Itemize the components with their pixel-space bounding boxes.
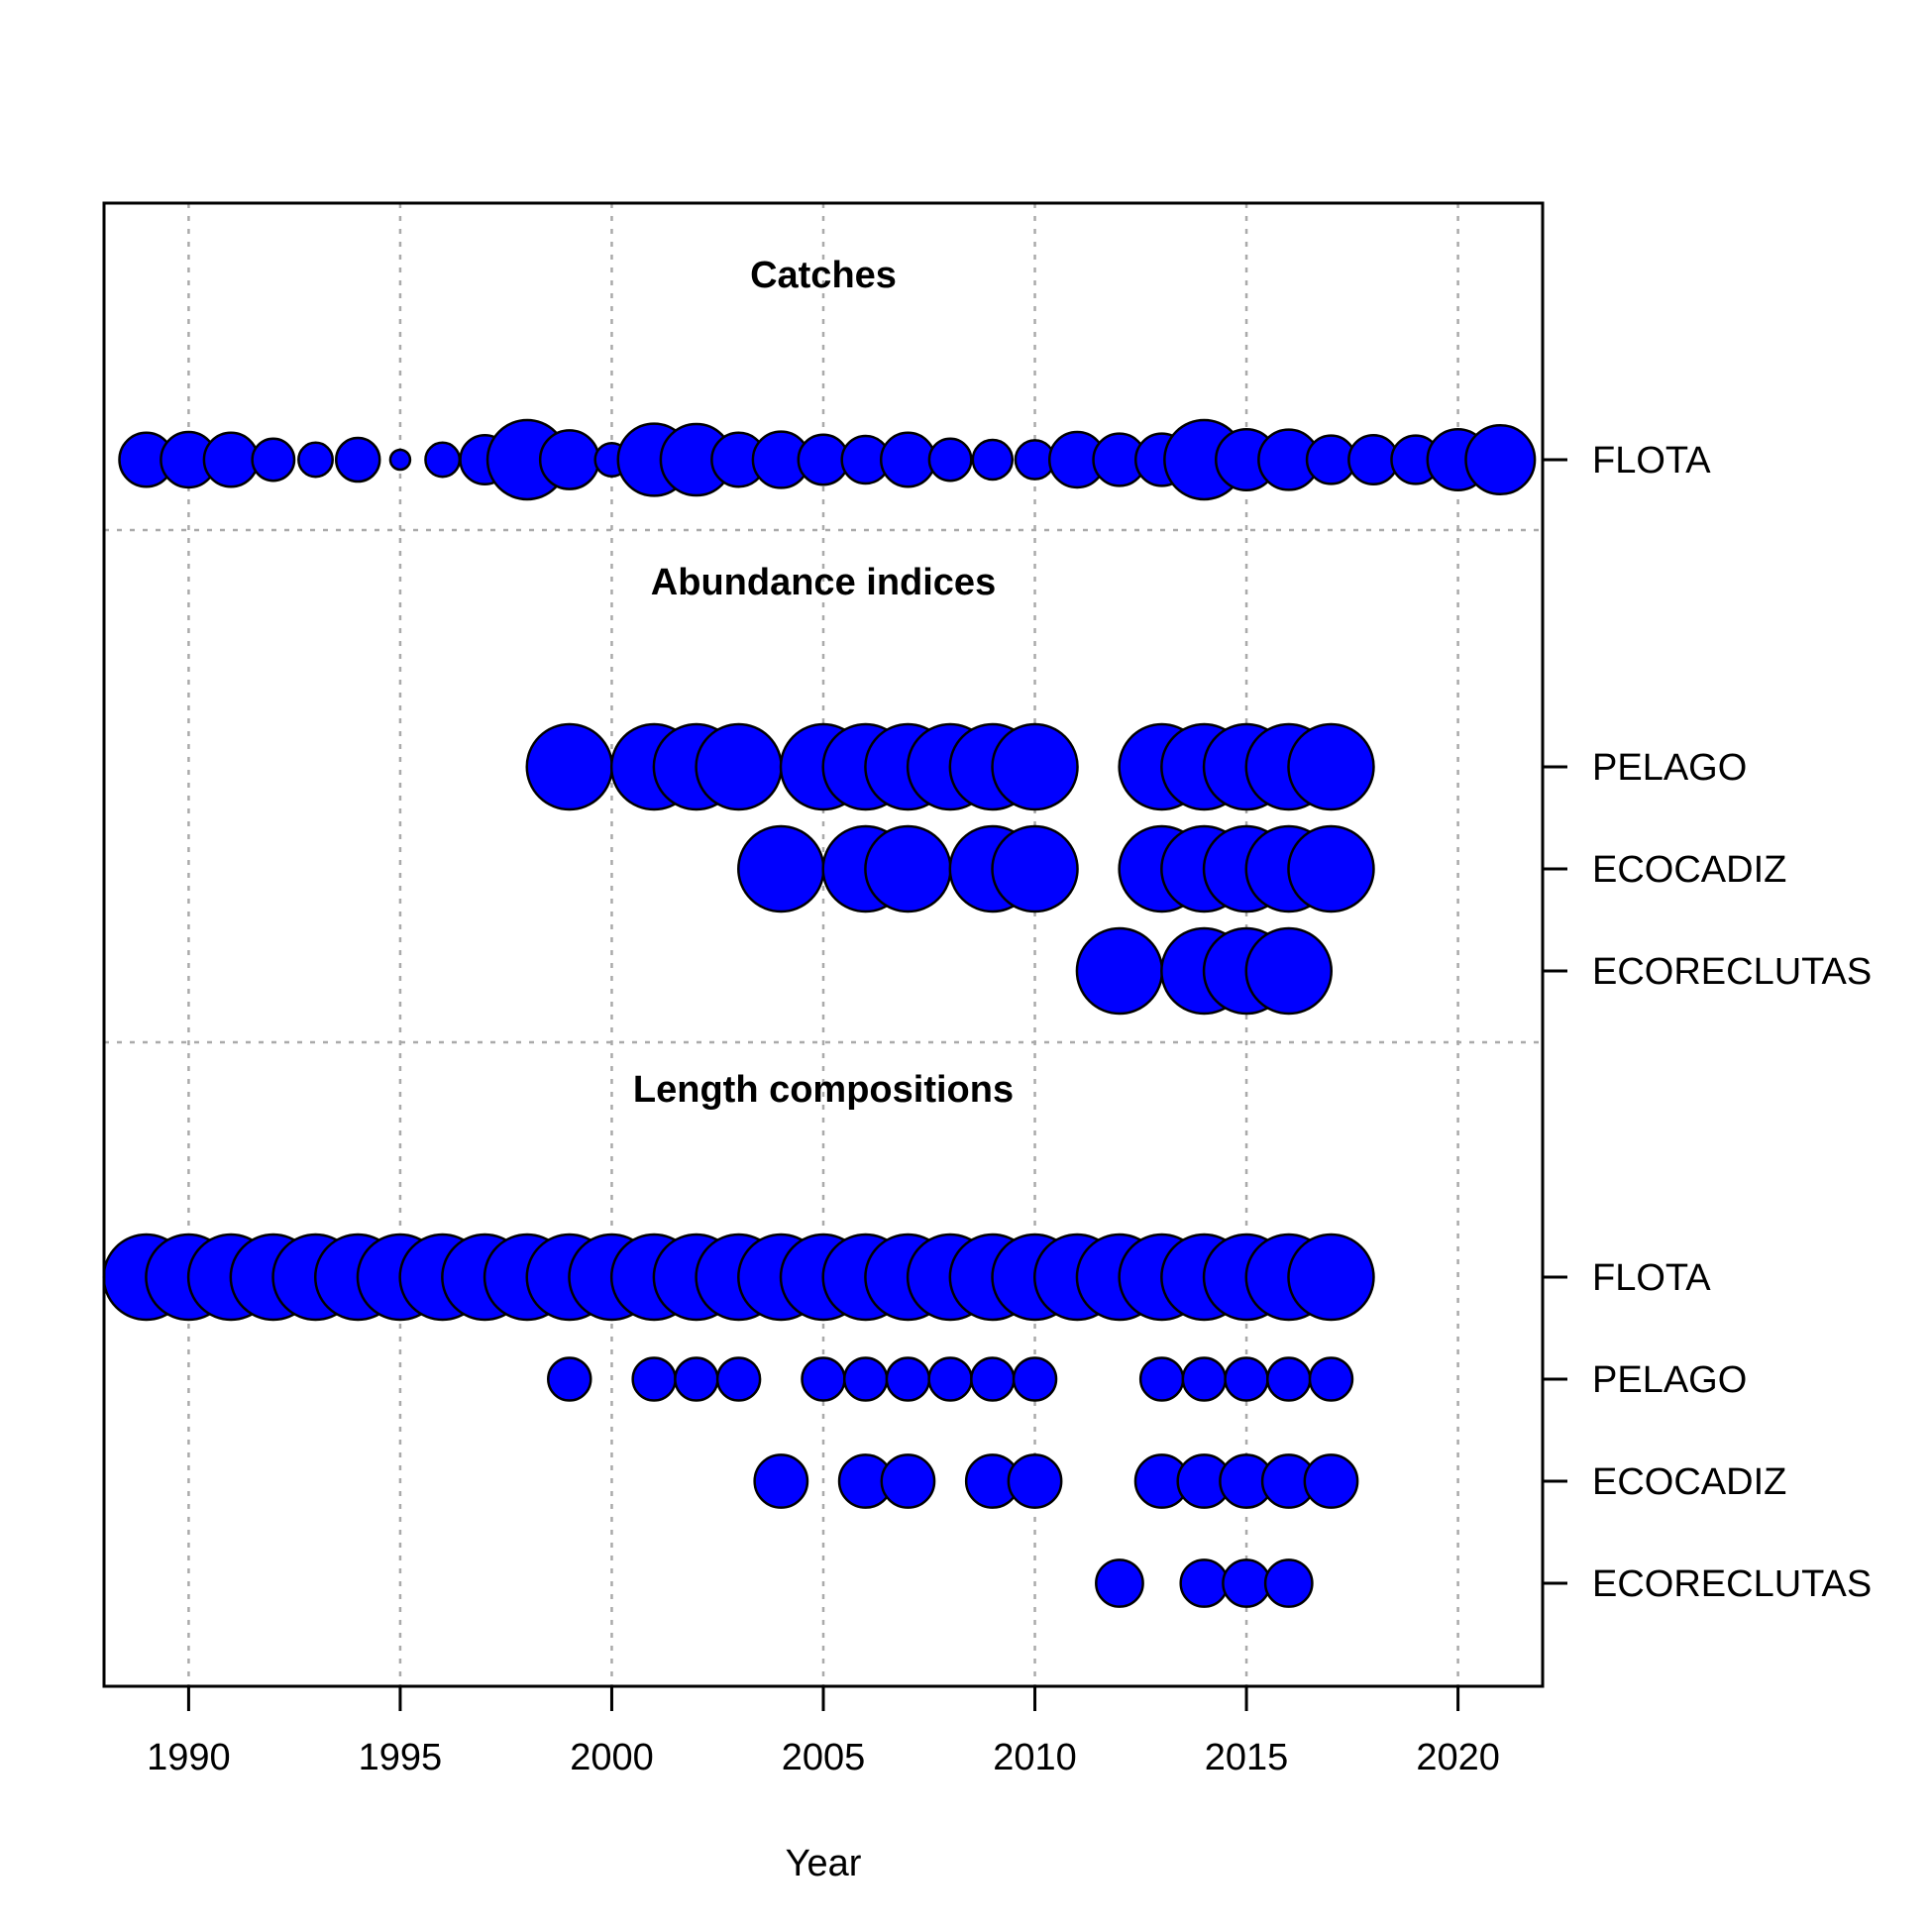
- x-tick-label: 1995: [359, 1737, 443, 1778]
- data-point: [970, 1356, 1016, 1402]
- axis-layer: 1990 1995 2000 2005 2010 2015 2020: [147, 458, 1567, 1778]
- row-label: ECOCADIZ: [1592, 849, 1786, 891]
- data-point: [1244, 926, 1334, 1016]
- data-point: [1095, 1558, 1144, 1608]
- x-tick-label: 2015: [1205, 1737, 1289, 1778]
- section-title: Catches: [750, 255, 897, 296]
- data-point: [880, 1453, 936, 1509]
- row-label: ECORECLUTAS: [1592, 951, 1872, 993]
- data-point: [251, 437, 296, 483]
- row-label: PELAGO: [1592, 1359, 1747, 1401]
- data-point: [424, 441, 462, 479]
- data-point: [1007, 1453, 1063, 1509]
- data-point: [1181, 1356, 1228, 1402]
- row-label: ECORECLUTAS: [1592, 1563, 1872, 1605]
- data-point: [1287, 824, 1375, 913]
- data-point: [1075, 926, 1164, 1016]
- data-point: [991, 824, 1079, 913]
- labels-layer: Catches FLOTA Abundance indices PELAGO ECOCA…: [633, 255, 1872, 1605]
- x-tick-label: 2020: [1416, 1737, 1500, 1778]
- data-point: [927, 1356, 973, 1402]
- data-point: [737, 824, 825, 913]
- data-point: [1308, 1356, 1354, 1402]
- data-point: [1303, 1453, 1359, 1509]
- data-point: [1287, 1233, 1375, 1322]
- data-point: [753, 1453, 809, 1509]
- data-point: [715, 1356, 762, 1402]
- data-point: [885, 1356, 931, 1402]
- data-point: [801, 1356, 846, 1402]
- section-title: Abundance indices: [651, 562, 996, 603]
- data-point: [297, 441, 334, 479]
- row-label: PELAGO: [1592, 747, 1747, 789]
- data-point: [525, 722, 614, 811]
- data-point: [1464, 423, 1537, 496]
- x-tick-label: 2005: [782, 1737, 866, 1778]
- data-point: [842, 1356, 889, 1402]
- row-label: ECOCADIZ: [1592, 1461, 1786, 1503]
- data-point: [879, 431, 936, 488]
- data-point: [547, 1356, 592, 1402]
- data-point: [1138, 1356, 1185, 1402]
- data-point: [1012, 1356, 1058, 1402]
- data-point: [864, 824, 952, 913]
- data-point: [927, 437, 973, 483]
- data-point: [1179, 1558, 1230, 1608]
- data-point: [334, 436, 381, 483]
- data-point: [695, 722, 783, 811]
- points-layer: [102, 418, 1537, 1608]
- data-point: [538, 429, 600, 490]
- data-point: [202, 431, 260, 488]
- data-point: [1222, 1558, 1271, 1608]
- x-tick-label: 1990: [147, 1737, 231, 1778]
- data-point: [971, 438, 1015, 482]
- x-axis-title: Year: [786, 1843, 862, 1884]
- data-point: [1287, 722, 1375, 811]
- row-label: FLOTA: [1592, 440, 1711, 482]
- data-point: [631, 1356, 677, 1402]
- data-point: [991, 722, 1079, 811]
- data-point: [388, 448, 412, 472]
- x-tick-label: 2010: [993, 1737, 1077, 1778]
- data-point: [1263, 1558, 1314, 1608]
- x-tick-label: 2000: [570, 1737, 654, 1778]
- data-point: [1224, 1356, 1269, 1402]
- row-label: FLOTA: [1592, 1257, 1711, 1299]
- section-title: Length compositions: [633, 1069, 1014, 1111]
- data-point: [1266, 1356, 1312, 1402]
- data-point: [674, 1356, 719, 1402]
